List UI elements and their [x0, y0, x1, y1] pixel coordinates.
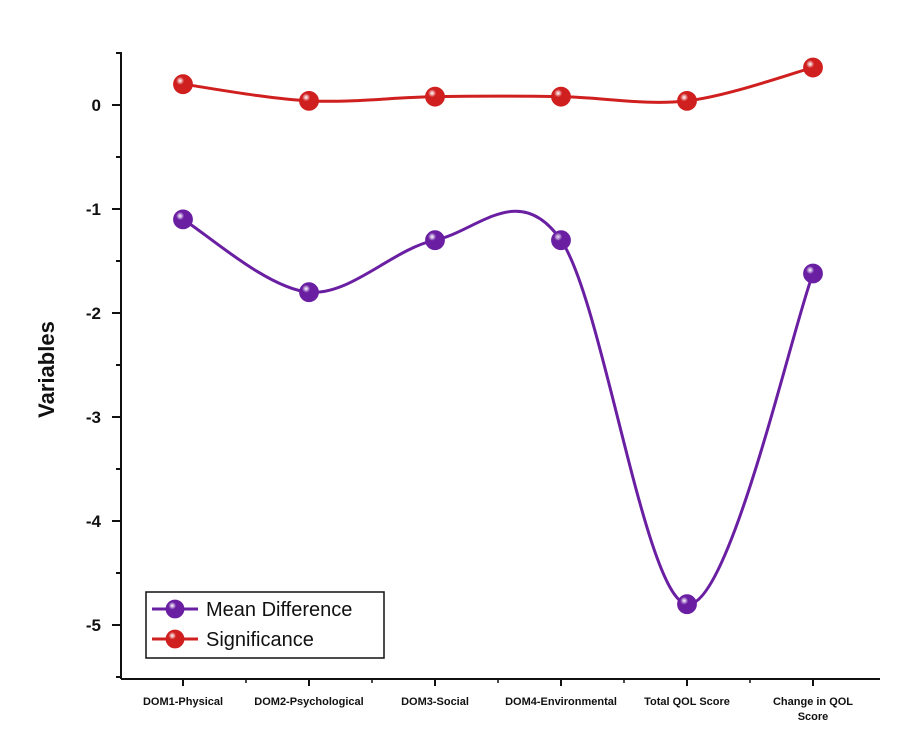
mean-difference-point — [803, 263, 823, 284]
significance-line — [182, 66, 814, 104]
y-axis-ticks: 0 -1 -2 -3 -4 -5 — [86, 52, 121, 678]
y-axis-title: Variables — [34, 321, 59, 418]
mean-difference-point — [173, 209, 193, 230]
legend-label: Significance — [206, 629, 314, 651]
y-tick-label: -3 — [86, 408, 101, 427]
significance-point — [803, 57, 823, 78]
significance-point — [677, 90, 697, 111]
significance-point — [425, 86, 445, 107]
x-tick-label: DOM2-Psychological — [254, 696, 363, 708]
mean-difference-line — [182, 209, 815, 606]
x-tick-label: Change in QOL Score — [773, 696, 853, 723]
mean-difference-point — [299, 282, 319, 303]
significance-point — [299, 90, 319, 111]
legend: Mean Difference Significance — [145, 591, 385, 659]
significance-point — [551, 86, 571, 107]
axes — [120, 52, 880, 680]
y-tick-label: -4 — [86, 512, 102, 531]
x-tick-label: DOM4-Environmental — [505, 696, 617, 708]
mean-difference-point — [551, 230, 571, 251]
x-tick-label: DOM3-Social — [401, 696, 469, 708]
y-tick-label: 0 — [92, 96, 101, 115]
mean-difference-point — [425, 230, 445, 251]
legend-marker-significance — [165, 629, 185, 649]
mean-difference-point — [677, 594, 697, 615]
legend-marker-mean-difference — [165, 599, 185, 619]
x-tick-label: Total QOL Score — [644, 696, 730, 708]
y-tick-label: -2 — [86, 304, 101, 323]
y-tick-label: -1 — [86, 200, 101, 219]
y-tick-label: -5 — [86, 616, 101, 635]
legend-label: Mean Difference — [206, 599, 352, 621]
series-lines — [182, 66, 815, 606]
significance-point — [173, 74, 193, 95]
legend-box — [145, 591, 385, 659]
x-tick-label: DOM1-Physical — [143, 696, 223, 708]
series-points — [173, 57, 823, 615]
x-axis-ticks: DOM1-Physical DOM2-Psychological DOM3-Soci… — [143, 679, 853, 723]
